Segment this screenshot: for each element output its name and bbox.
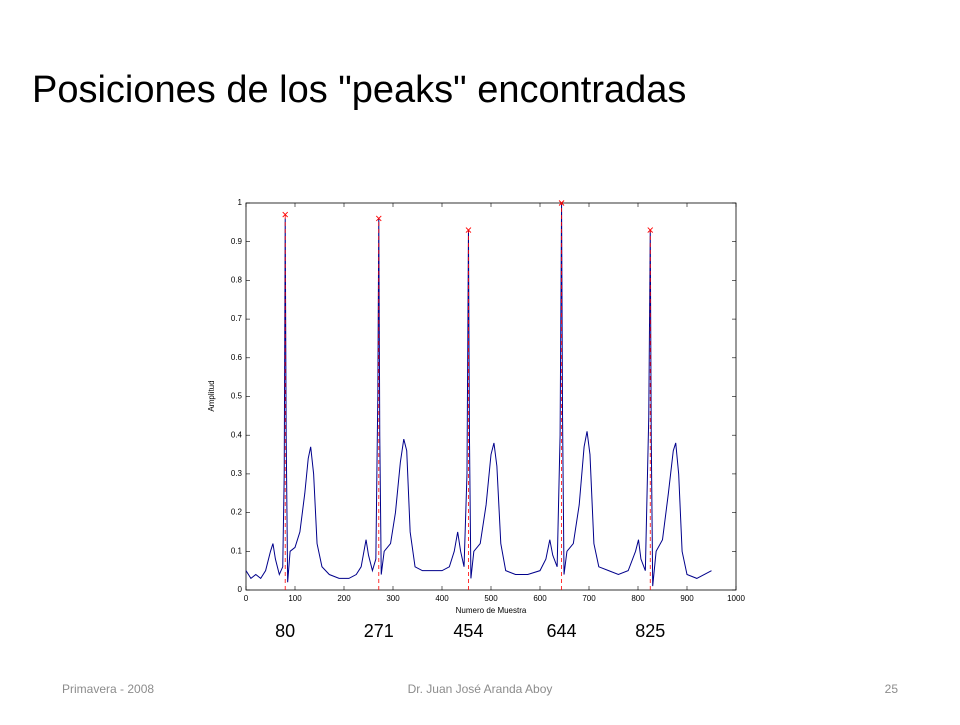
peak-label: 454 bbox=[453, 621, 483, 641]
peak-label: 80 bbox=[275, 621, 295, 641]
peak-marker bbox=[465, 227, 472, 233]
y-tick-label: 0.6 bbox=[231, 353, 243, 362]
peak-label: 644 bbox=[547, 621, 577, 641]
y-tick-label: 0.3 bbox=[231, 469, 243, 478]
peak-label: 271 bbox=[364, 621, 394, 641]
x-tick-label: 600 bbox=[533, 594, 547, 603]
peak-marker bbox=[647, 227, 654, 233]
x-tick-label: 0 bbox=[244, 594, 249, 603]
y-tick-label: 0.2 bbox=[231, 508, 243, 517]
y-tick-label: 0.8 bbox=[231, 276, 243, 285]
peak-marker bbox=[375, 215, 382, 222]
y-tick-label: 0.5 bbox=[231, 392, 243, 401]
peak-label: 825 bbox=[635, 621, 665, 641]
peak-marker bbox=[558, 200, 565, 206]
x-tick-label: 400 bbox=[435, 594, 449, 603]
x-tick-label: 1000 bbox=[727, 594, 745, 603]
signal-line bbox=[245, 202, 712, 587]
page-number: 25 bbox=[885, 682, 899, 696]
plot-frame bbox=[245, 202, 737, 591]
y-tick-label: 0 bbox=[238, 585, 243, 594]
x-tick-label: 800 bbox=[631, 594, 645, 603]
y-tick-label: 0.7 bbox=[231, 314, 243, 323]
footer-center: Dr. Juan José Aranda Aboy bbox=[408, 682, 553, 696]
x-tick-label: 500 bbox=[484, 594, 498, 603]
y-axis-label: Amplitud bbox=[207, 380, 216, 411]
y-tick-label: 0.9 bbox=[231, 237, 243, 246]
x-tick-label: 300 bbox=[386, 594, 400, 603]
y-tick-label: 0.1 bbox=[231, 546, 243, 555]
x-axis-label: Numero de Muestra bbox=[456, 606, 527, 615]
x-tick-label: 700 bbox=[582, 594, 596, 603]
footer-left: Primavera - 2008 bbox=[62, 682, 154, 696]
x-tick-label: 200 bbox=[337, 594, 351, 603]
peak-marker bbox=[282, 211, 289, 218]
x-tick-label: 900 bbox=[680, 594, 694, 603]
slide-title: Posiciones de los "peaks" encontradas bbox=[32, 69, 686, 111]
y-tick-label: 1 bbox=[238, 198, 243, 207]
x-tick-label: 100 bbox=[288, 594, 302, 603]
y-tick-label: 0.4 bbox=[231, 430, 243, 439]
